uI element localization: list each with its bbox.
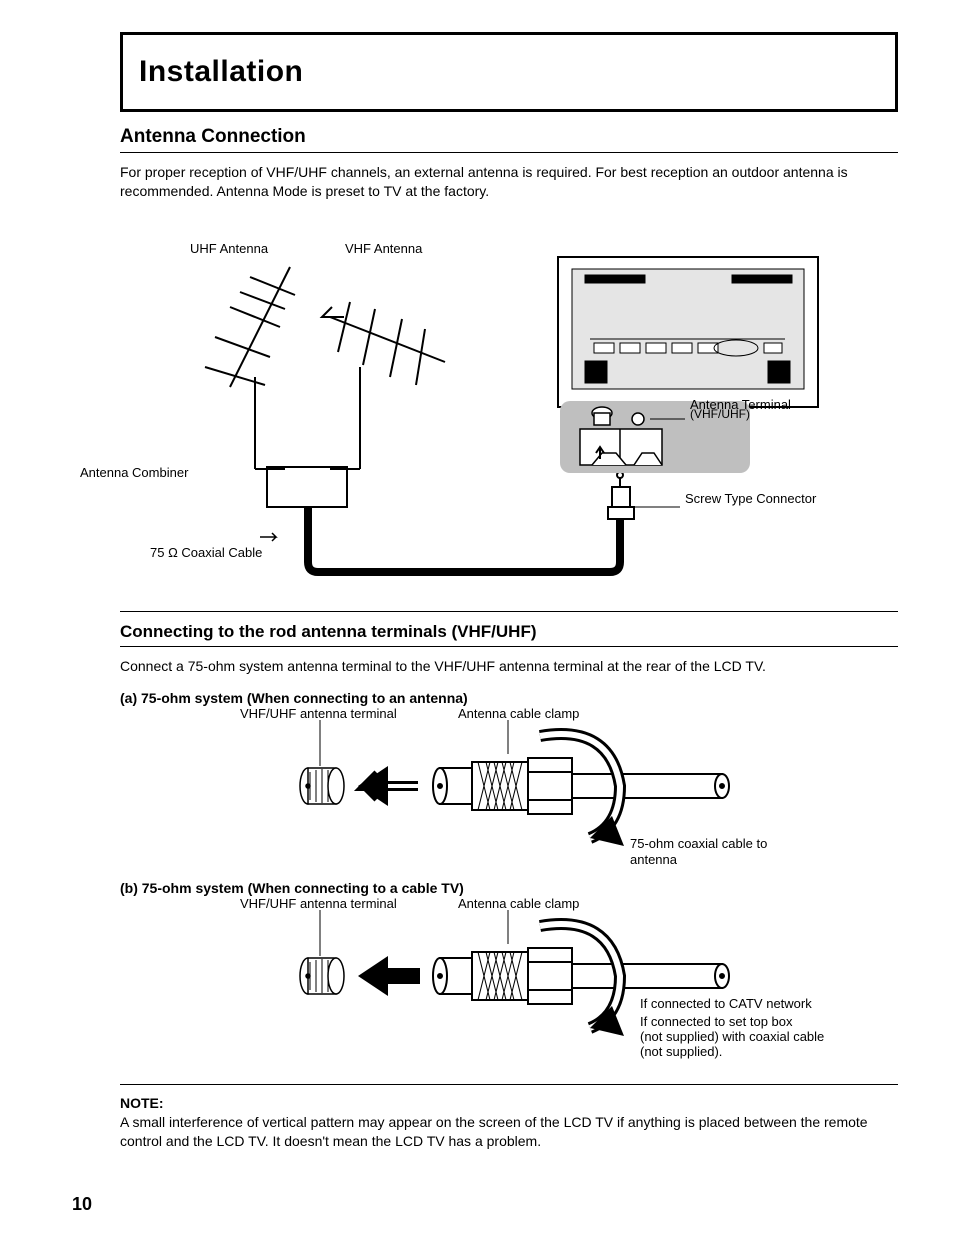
antenna-diagram: UHF Antenna VHF Antenna [120,207,898,607]
antenna-section-heading: Antenna Connection [120,126,898,148]
divider [120,1084,898,1085]
rod-a-clamp-label: Antenna cable clamp [458,706,579,721]
rod-section-heading: Connecting to the rod antenna terminals … [120,622,898,642]
page-number: 10 [72,1194,92,1215]
rod-block-a: (a) 75-ohm system (When connecting to an… [120,690,898,876]
coax-label: 75 Ω Coaxial Cable [150,545,300,561]
divider [120,611,898,612]
divider [120,646,898,647]
rod-a-diagram: VHF/UHF antenna terminal Antenna cable c… [240,706,760,876]
rod-a-cable-label: 75-ohm coaxial cable to antenna [630,836,810,869]
rod-b-if-b3: (not supplied). [640,1044,860,1060]
title-box: Installation [120,32,898,112]
note-body: A small interference of vertical pattern… [120,1113,898,1151]
rod-b-terminal-label: VHF/UHF antenna terminal [240,896,397,911]
note-section: NOTE: A small interference of vertical p… [120,1095,898,1151]
rod-b-if-a: If connected to CATV network [640,996,860,1012]
rod-b-head: (b) 75-ohm system (When connecting to a … [120,880,898,896]
rod-b-diagram: VHF/UHF antenna terminal Antenna cable c… [240,896,760,1066]
antenna-intro: For proper reception of VHF/UHF channels… [120,163,898,201]
combiner-label: Antenna Combiner [80,465,188,481]
rod-a-terminal-label: VHF/UHF antenna terminal [240,706,397,721]
rod-b-if-b2: (not supplied) with coaxial cable [640,1029,900,1045]
page-title: Installation [139,55,303,89]
note-head: NOTE: [120,1095,898,1111]
rod-b-clamp-label: Antenna cable clamp [458,896,579,911]
antenna-terminal-label-short: (VHF/UHF) [690,407,750,421]
divider [120,152,898,153]
rod-b-if-b1: If connected to set top box [640,1014,860,1030]
rod-block-b: (b) 75-ohm system (When connecting to a … [120,880,898,1066]
rod-a-head: (a) 75-ohm system (When connecting to an… [120,690,898,706]
screw-connector-label: Screw Type Connector [685,491,845,506]
rod-intro: Connect a 75-ohm system antenna terminal… [120,657,898,676]
